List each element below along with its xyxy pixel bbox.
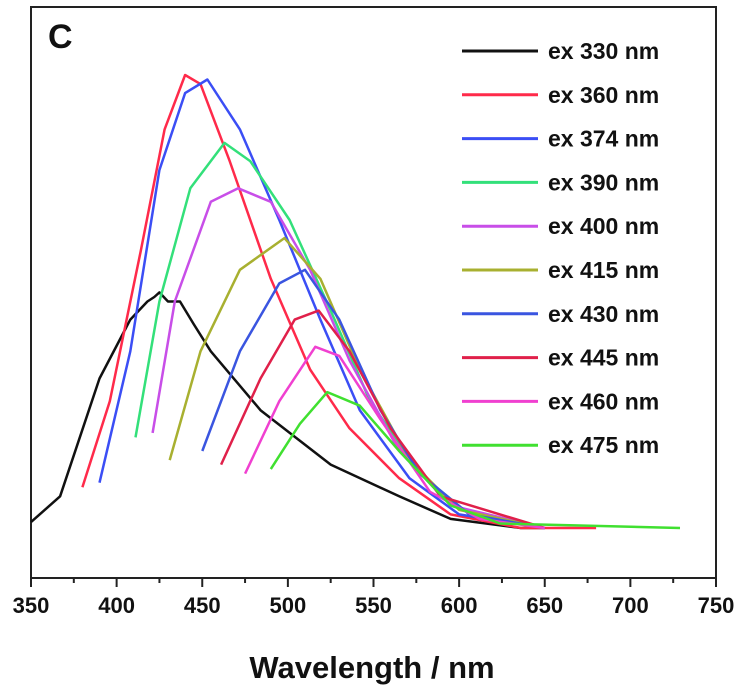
x-axis-label: Wavelength / nm xyxy=(249,650,494,685)
x-tick-label: 550 xyxy=(355,593,392,618)
legend-label: ex 445 nm xyxy=(548,345,659,371)
series-line-ex-330-nm xyxy=(30,291,545,530)
series-line-ex-475-nm xyxy=(269,390,681,530)
legend-label: ex 330 nm xyxy=(548,38,659,64)
legend-label: ex 430 nm xyxy=(548,301,659,327)
panel-label: C xyxy=(48,18,73,56)
legend-label: ex 475 nm xyxy=(548,432,659,458)
x-tick-label: 750 xyxy=(698,593,735,618)
legend-label: ex 400 nm xyxy=(548,213,659,239)
series-line-ex-374-nm xyxy=(98,78,545,530)
legend-label: ex 390 nm xyxy=(548,169,659,195)
series-line-ex-360-nm xyxy=(81,73,597,530)
legend-label: ex 374 nm xyxy=(548,126,659,152)
series-line-ex-460-nm xyxy=(243,345,545,530)
legend-label: ex 415 nm xyxy=(548,257,659,283)
x-tick-label: 450 xyxy=(184,593,221,618)
legend-label: ex 360 nm xyxy=(548,82,659,108)
x-tick-label: 400 xyxy=(98,593,135,618)
x-tick-label: 700 xyxy=(612,593,649,618)
x-tick-label: 350 xyxy=(13,593,50,618)
legend-label: ex 460 nm xyxy=(548,388,659,414)
x-tick-label: 500 xyxy=(270,593,307,618)
x-tick-label: 600 xyxy=(441,593,478,618)
x-tick-label: 650 xyxy=(526,593,563,618)
